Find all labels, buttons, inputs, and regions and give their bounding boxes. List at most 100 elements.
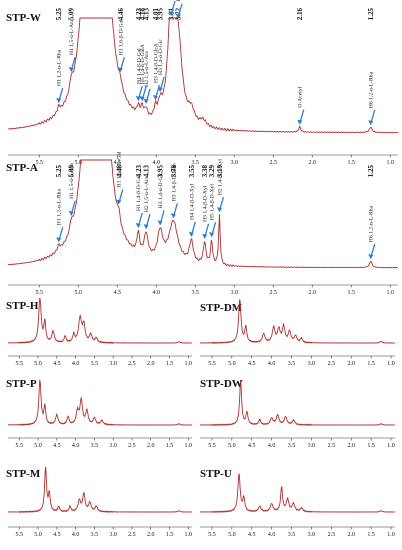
tick-label: 5.5 xyxy=(35,290,43,296)
peak-shift-label: 5.09 xyxy=(68,165,76,178)
panel-title: STP-DM xyxy=(200,302,243,314)
spectrum-panel-stp-dw: STP-DW 5.5 5.0 4.5 4.0 3.5 3.0 2.5 2.0 1.5 1.0 xyxy=(199,378,396,449)
panel-title: STP-A xyxy=(6,162,38,174)
tick-label: 2.5 xyxy=(128,361,136,367)
tick-label: 2.5 xyxy=(328,532,336,538)
assignment-label: H5 1,4-β-D-Gal xyxy=(176,0,182,2)
tick-label: 1.0 xyxy=(387,443,395,449)
spectrum-line xyxy=(7,297,193,345)
peak-shift-label: 5.25 xyxy=(55,165,63,178)
assignment-label: H1 1,4-β-D-Gal xyxy=(136,48,142,84)
tick-label: 1.0 xyxy=(184,443,192,449)
tick-label: 4.5 xyxy=(53,532,61,538)
assignment-label: H5 1,4-β-D-Xyl xyxy=(210,184,216,221)
tick-label: 5.0 xyxy=(228,361,236,367)
assignment-label: H6 1,2-α-L-Rha xyxy=(369,205,375,242)
tick-label: 3.0 xyxy=(308,443,316,449)
tick-label: 3.5 xyxy=(288,443,296,449)
arrowhead xyxy=(202,233,208,239)
x-axis: 5.5 5.0 4.5 4.0 3.5 3.0 2.5 2.0 1.5 1.0 xyxy=(8,437,192,449)
tick-label: 4.5 xyxy=(248,361,256,367)
spectrum-line xyxy=(7,466,193,514)
tick-label: 3.5 xyxy=(288,361,296,367)
tick-label: 1.0 xyxy=(386,160,394,166)
assignment-label: H1 1,4-β-D-Gal xyxy=(136,175,142,211)
peak-shift-label: 4.13 xyxy=(143,165,151,178)
tick-label: 2.5 xyxy=(128,443,136,449)
assignment-label: H3 1,4-α-D-Glc xyxy=(158,39,164,75)
assignment-label: H1 1,2-α-L-Rha xyxy=(57,189,63,226)
tick-label: 5.5 xyxy=(16,532,24,538)
peak-shift-label: 4.23 xyxy=(135,165,143,178)
tick-label: 5.0 xyxy=(74,160,82,166)
assignment-label: O-Acetyl xyxy=(298,86,304,107)
peak-shift-label: 4.23 xyxy=(135,8,143,21)
arrowhead xyxy=(143,224,149,230)
spectrum-line xyxy=(7,17,399,134)
tick-label: 1.0 xyxy=(184,361,192,367)
panel-title: STP-H xyxy=(6,300,39,312)
spectrum-panel-stp-dm: STP-DM 5.5 5.0 4.5 4.0 3.5 3.0 2.5 2.0 1.5 1.0 xyxy=(199,298,396,367)
tick-label: 4.5 xyxy=(113,290,121,296)
arrowhead xyxy=(368,254,374,260)
tick-label: 4.0 xyxy=(72,361,80,367)
spectrum-panel-stp-u: STP-U 5.5 5.0 4.5 4.0 3.5 3.0 2.5 2.0 1.5 1.0 xyxy=(199,468,396,538)
tick-label: 3.0 xyxy=(109,443,117,449)
tick-label: 1.5 xyxy=(166,532,174,538)
arrowhead xyxy=(209,232,215,238)
tick-label: 4.0 xyxy=(152,290,160,296)
panel-title: STP-M xyxy=(6,468,41,480)
tick-label: 1.0 xyxy=(387,361,395,367)
tick-label: 1.5 xyxy=(166,361,174,367)
spectrum-panel-stp-a: STP-A5.5 5.0 4.5 4.0 3.5 3.0 2.5 2.0 1.5 1.05.25 5… xyxy=(6,151,399,296)
tick-label: 4.0 xyxy=(72,532,80,538)
tick-label: 5.0 xyxy=(34,532,42,538)
spectrum-line xyxy=(7,159,399,269)
tick-label: 5.5 xyxy=(208,532,216,538)
tick-label: 3.0 xyxy=(109,532,117,538)
assignment-label: H3 1,4-β-D-Man xyxy=(171,163,177,201)
arrowhead xyxy=(297,119,303,125)
tick-label: 4.5 xyxy=(248,532,256,538)
tick-label: 5.0 xyxy=(34,443,42,449)
peak-shift-label: 4.48 xyxy=(115,165,123,178)
x-axis: 5.5 5.0 4.5 4.0 3.5 3.0 2.5 2.0 1.5 1.0 xyxy=(8,526,192,538)
spectrum-panel-stp-w: STP-W 5.5 5.0 4.5 4.0 3.5 3.0 2.5 2.0 1.5 1.0 5.25 5… xyxy=(6,0,399,166)
spectrum-line xyxy=(199,473,396,514)
tick-label: 2.5 xyxy=(269,290,277,296)
x-axis: 5.5 5.0 4.5 4.0 3.5 3.0 2.5 2.0 1.5 1.0 xyxy=(8,154,398,166)
tick-label: 2.0 xyxy=(308,290,316,296)
arrowhead xyxy=(135,222,141,228)
tick-label: 3.0 xyxy=(230,160,238,166)
arrowhead xyxy=(216,207,222,213)
assignment-label: H1 1,2-α-L-Rha xyxy=(57,49,63,86)
tick-label: 4.5 xyxy=(248,443,256,449)
peak-shift-label: 4.46 xyxy=(117,8,125,21)
tick-label: 1.0 xyxy=(184,532,192,538)
panel-title: STP-P xyxy=(6,378,37,390)
tick-label: 5.0 xyxy=(228,532,236,538)
spectrum-line xyxy=(7,379,193,426)
peak-shift-label: 3.19 xyxy=(216,165,224,178)
spectrum-panel-stp-p: STP-P 5.5 5.0 4.5 4.0 3.5 3.0 2.5 2.0 1.5 1.0 xyxy=(6,378,193,449)
arrowhead xyxy=(116,199,122,205)
peak-shift-label: 3.38 xyxy=(201,165,209,178)
tick-label: 2.5 xyxy=(128,532,136,538)
arrowhead xyxy=(368,120,374,126)
x-axis: 5.5 5.0 4.5 4.0 3.5 3.0 2.5 2.0 1.5 1.0 xyxy=(200,355,395,367)
tick-label: 2.0 xyxy=(308,160,316,166)
peak-shift-label: 3.95 xyxy=(157,165,165,178)
tick-label: 2.0 xyxy=(147,443,155,449)
assignment-label: H1 1,5-α-L-Ara xyxy=(69,163,75,199)
tick-label: 4.0 xyxy=(268,532,276,538)
tick-label: 4.5 xyxy=(53,361,61,367)
arrowhead xyxy=(68,210,74,216)
tick-label: 4.0 xyxy=(268,443,276,449)
peak-shift-label: 5.09 xyxy=(68,8,76,21)
tick-label: 5.0 xyxy=(34,361,42,367)
arrowhead xyxy=(175,13,181,19)
x-axis: 5.5 5.0 4.5 4.0 3.5 3.0 2.5 2.0 1.5 1.0 xyxy=(200,437,395,449)
arrowhead xyxy=(152,94,158,100)
tick-label: 1.5 xyxy=(367,532,375,538)
assignment-label: H2 1,5-α-L-Ara xyxy=(144,176,150,212)
